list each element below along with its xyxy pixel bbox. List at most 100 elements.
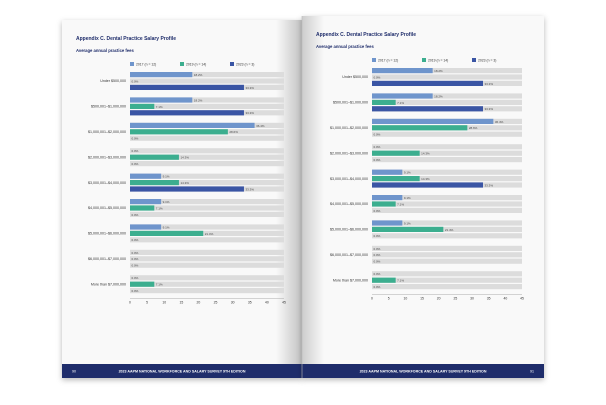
legend-label: 2023 (n = 3) (478, 59, 496, 63)
bar-value-label: 33.3% (485, 183, 494, 187)
bar-track (372, 220, 522, 226)
bar-2017 (130, 224, 162, 230)
category-label: $6,000,001–$7,000,000 (330, 253, 368, 257)
bar-2023 (130, 84, 244, 90)
category-group: $3,000,001–$4,000,000 9.1% 14.3% 33.3% (88, 173, 284, 192)
bar-2017 (130, 97, 193, 103)
bar-track (372, 195, 522, 201)
bar-track (372, 131, 522, 137)
bar-value-label: 21.4% (205, 232, 214, 236)
bar-value-label: 36.4% (256, 124, 265, 128)
bar-track (372, 284, 522, 290)
category-label: $3,000,001–$4,000,000 (88, 181, 126, 185)
category-label: More than $7,000,000 (333, 278, 368, 282)
bar-value-label: 9.1% (404, 221, 411, 225)
bar-2019 (372, 176, 420, 182)
x-tick-label: 25 (214, 301, 218, 305)
bar-value-label: 7.1% (156, 206, 163, 210)
category-group: $6,000,001–$7,000,000 0.0% 0.0% 0.0% (330, 245, 522, 264)
bar-2017 (130, 173, 162, 179)
bar-value-label: 7.1% (156, 105, 163, 109)
x-tick-label: 25 (453, 297, 457, 301)
page-right: Appendix C. Dental Practice Salary Profi… (302, 16, 544, 378)
bar-track (372, 233, 522, 239)
category-label: $5,000,001–$6,000,000 (330, 228, 368, 232)
category-group: $2,000,001–$3,000,000 0.0% 14.3% 0.0% (88, 148, 284, 167)
bar-2019 (372, 150, 420, 156)
bar-value-label: 33.3% (245, 86, 254, 90)
bar-track (372, 201, 522, 207)
chart-subtitle: Average annual practice fees (316, 44, 374, 49)
category-label: $500,001–$1,000,000 (91, 105, 126, 109)
bar-track (372, 157, 522, 163)
bar-chart: Under $500,000 18.2% 0.0% 33.3% $500,001–$1,… (88, 72, 286, 305)
x-tick-label: 5 (146, 301, 148, 305)
bar-track (130, 78, 284, 84)
legend-swatch (472, 58, 476, 62)
bar-value-label: 14.3% (421, 152, 430, 156)
x-tick-label: 10 (162, 301, 166, 305)
bar-track (372, 99, 522, 105)
bar-value-label: 0.0% (374, 158, 381, 162)
spine-shadow (302, 16, 324, 378)
legend-label: 2019 (n = 14) (186, 63, 206, 67)
bar-track (372, 226, 522, 232)
bar-2019 (130, 129, 228, 135)
category-group: $1,000,001–$2,000,000 36.4% 28.6% 0.0% (88, 122, 284, 141)
bar-value-label: 0.0% (132, 162, 139, 166)
bar-value-label: 7.1% (397, 279, 404, 283)
category-group: $500,001–$1,000,000 18.2% 7.1% 33.3% (91, 97, 284, 116)
bar-value-label: 0.0% (374, 209, 381, 213)
bar-track (130, 161, 284, 167)
category-label: $1,000,001–$2,000,000 (88, 130, 126, 134)
bar-track (372, 271, 522, 277)
bar-value-label: 0.0% (374, 285, 381, 289)
bar-track (130, 135, 284, 141)
category-group: $5,000,001–$6,000,000 9.1% 21.4% 0.0% (330, 220, 522, 239)
bar-track (372, 150, 522, 156)
bar-track (372, 207, 522, 213)
category-group: Under $500,000 18.2% 0.0% 33.3% (100, 72, 284, 90)
category-group: $500,001–$1,000,000 18.2% 7.1% 33.3% (333, 93, 522, 112)
bar-track (130, 205, 284, 211)
bar-value-label: 9.1% (163, 200, 170, 204)
bar-track (130, 173, 284, 179)
x-tick-label: 40 (265, 301, 269, 305)
chart-subtitle: Average annual practice fees (76, 48, 134, 53)
category-label: More than $7,000,000 (91, 282, 126, 286)
category-group: $5,000,001–$6,000,000 9.1% 21.4% 0.0% (88, 224, 284, 243)
category-label: Under $500,000 (100, 79, 126, 83)
bar-value-label: 0.0% (132, 149, 139, 153)
bar-track (130, 237, 284, 243)
bar-2019 (372, 125, 468, 131)
bar-value-label: 0.0% (374, 75, 381, 79)
bar-track (130, 224, 284, 230)
bar-value-label: 18.2% (194, 73, 203, 77)
bar-value-label: 9.1% (404, 196, 411, 200)
category-group: $1,000,001–$2,000,000 36.4% 28.6% 0.0% (330, 118, 522, 137)
bar-track (130, 199, 284, 205)
bar-value-label: 0.0% (374, 145, 381, 149)
page-number: 90 (72, 370, 76, 374)
legend-swatch (230, 62, 234, 66)
bar-value-label: 0.0% (132, 213, 139, 217)
category-group: $2,000,001–$3,000,000 0.0% 14.3% 0.0% (330, 144, 522, 163)
bar-value-label: 28.6% (469, 126, 478, 130)
bar-value-label: 0.0% (374, 272, 381, 276)
category-label: $4,000,001–$5,000,000 (330, 202, 368, 206)
bar-value-label: 0.0% (132, 264, 139, 268)
bar-2019 (130, 154, 179, 160)
bar-2019 (372, 226, 444, 232)
bar-track (130, 262, 284, 268)
bar-track (130, 103, 284, 109)
bar-value-label: 0.0% (132, 257, 139, 261)
bar-2017 (130, 122, 255, 128)
category-group: $4,000,001–$5,000,000 9.1%7.1% 0.0% (330, 195, 522, 213)
x-tick-label: 45 (282, 301, 286, 305)
bar-2019 (372, 99, 396, 105)
category-label: $2,000,001–$3,000,000 (330, 151, 368, 155)
bar-2019 (130, 230, 204, 236)
legend-label: 2019 (n = 14) (428, 59, 448, 63)
footer-band (302, 364, 544, 378)
